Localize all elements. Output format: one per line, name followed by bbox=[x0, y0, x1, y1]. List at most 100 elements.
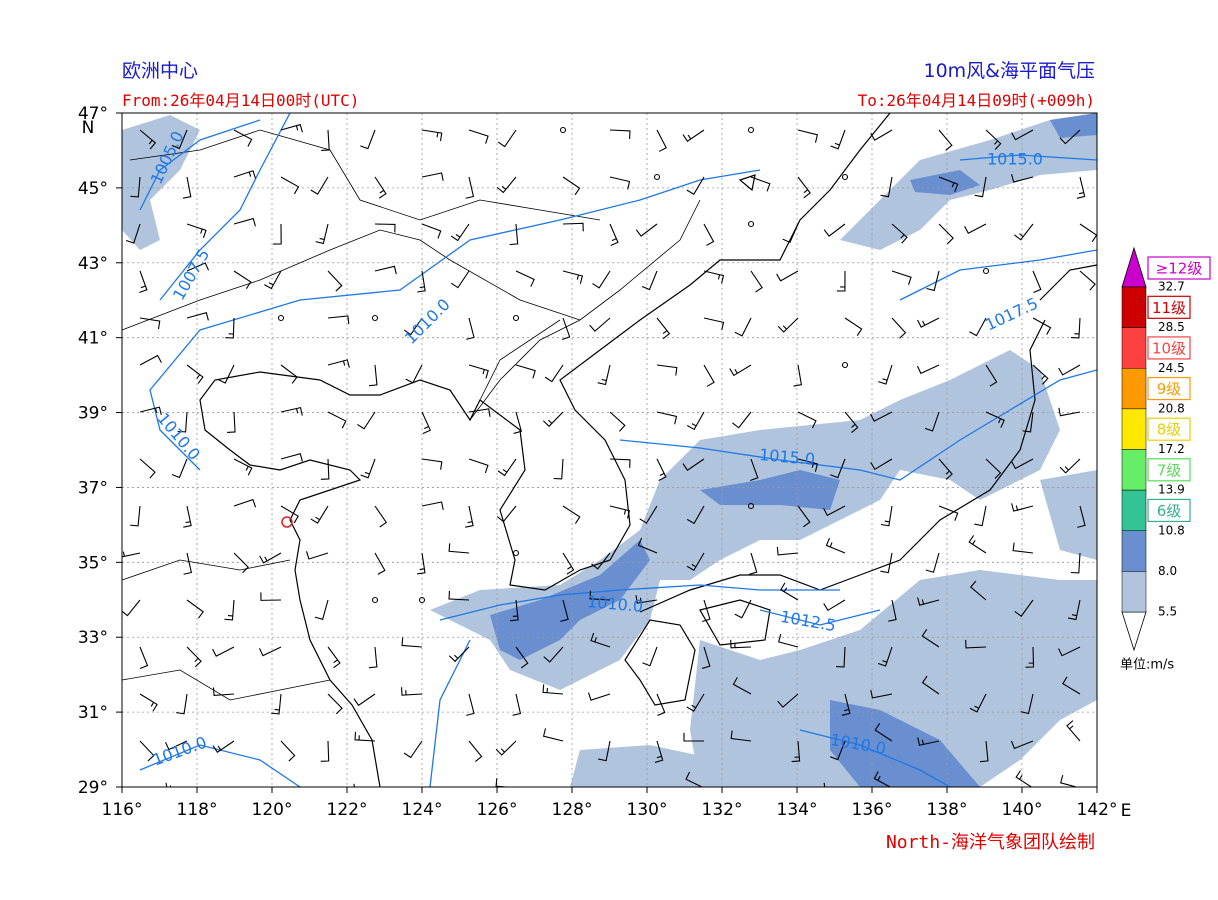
wind-barb bbox=[985, 129, 1002, 150]
wind-barb bbox=[609, 458, 631, 468]
wind-barb bbox=[734, 317, 752, 337]
wind-barb bbox=[880, 176, 893, 198]
wind-barb bbox=[880, 505, 893, 527]
wind-barb bbox=[1079, 270, 1096, 291]
wind-barb bbox=[830, 129, 846, 150]
wind-barb bbox=[877, 646, 893, 667]
wind-barb bbox=[974, 505, 987, 527]
wind-barb bbox=[703, 270, 725, 284]
wind-barb bbox=[562, 176, 581, 196]
wind-barb bbox=[1032, 317, 1052, 335]
wind-barb bbox=[139, 317, 161, 330]
colorbar-tick: 5.5 bbox=[1158, 605, 1177, 619]
wind-barb bbox=[682, 458, 705, 471]
contour-label: 1010.0 bbox=[586, 592, 643, 616]
wind-barb bbox=[703, 317, 725, 331]
wind-barb bbox=[315, 223, 329, 245]
wind-barb bbox=[732, 411, 752, 429]
wind-barb bbox=[1058, 646, 1081, 657]
colorbar-segment bbox=[1121, 368, 1147, 410]
wind-barb bbox=[701, 646, 711, 669]
colorbar-segment bbox=[1121, 408, 1147, 450]
wind-barb bbox=[748, 552, 758, 575]
wind-barb bbox=[374, 265, 397, 275]
wind-barb bbox=[468, 458, 489, 474]
left-title: 欧洲中心 bbox=[122, 60, 198, 82]
wind-barb bbox=[777, 693, 799, 708]
wind-barb bbox=[139, 646, 149, 670]
wind-barb bbox=[353, 693, 376, 707]
wind-barb bbox=[468, 408, 491, 417]
wind-barb bbox=[1015, 770, 1033, 787]
wind-barb bbox=[917, 317, 940, 328]
wind-barb bbox=[421, 129, 443, 142]
wind-barb bbox=[609, 176, 631, 190]
wind-barb bbox=[734, 599, 752, 619]
wind-barb bbox=[1022, 411, 1034, 433]
lat-label: 45° bbox=[78, 179, 108, 199]
wind-barb bbox=[233, 458, 253, 476]
wind-barb bbox=[171, 129, 188, 150]
wind-barb bbox=[732, 677, 752, 695]
wind-barb bbox=[139, 740, 155, 762]
wind-barb bbox=[880, 552, 893, 574]
wind-barb bbox=[686, 411, 705, 431]
wind-barb bbox=[609, 129, 631, 139]
wind-barb bbox=[259, 646, 282, 657]
wind-barb bbox=[403, 317, 423, 336]
wind-barb bbox=[513, 411, 523, 434]
wind-barb bbox=[985, 364, 998, 387]
wind-barb bbox=[776, 546, 799, 556]
wind-barb bbox=[560, 599, 569, 622]
wind-barb bbox=[186, 262, 210, 272]
lon-unit: E bbox=[1121, 801, 1132, 821]
calm-wind bbox=[512, 314, 520, 322]
wind-barb bbox=[497, 129, 517, 148]
level-label: 6级 bbox=[1157, 502, 1182, 520]
calm-wind bbox=[841, 173, 849, 181]
lat-label: 33° bbox=[78, 628, 108, 648]
wind-barb bbox=[730, 730, 752, 742]
wind-shading bbox=[122, 113, 1097, 787]
wind-barb bbox=[260, 592, 282, 601]
wind-barb bbox=[1058, 364, 1081, 376]
lon-label: 126° bbox=[477, 800, 518, 820]
wind-barb bbox=[609, 505, 631, 519]
wind-barb bbox=[421, 411, 432, 435]
wind-barb bbox=[891, 270, 912, 285]
lat-label: 47° bbox=[78, 104, 108, 124]
wind-barb bbox=[1077, 505, 1086, 528]
colorbar-tick: 20.8 bbox=[1158, 401, 1185, 415]
wind-barb bbox=[183, 552, 193, 575]
wind-barb bbox=[791, 740, 801, 763]
wind-barb bbox=[360, 458, 376, 479]
wind-barb bbox=[683, 732, 705, 742]
wind-barb bbox=[844, 411, 859, 433]
wind-barb bbox=[509, 223, 519, 246]
wind-barb bbox=[730, 639, 752, 649]
wind-barb bbox=[938, 223, 954, 245]
wind-barb bbox=[1025, 646, 1035, 668]
level-box bbox=[1147, 498, 1191, 523]
lon-label: 128° bbox=[552, 800, 593, 820]
wind-barb bbox=[374, 505, 388, 528]
wind-barb bbox=[793, 364, 803, 387]
level-box bbox=[1147, 295, 1191, 319]
wind-barb bbox=[1067, 599, 1081, 621]
calm-wind bbox=[559, 126, 567, 134]
from-time: From:26年04月14日00时(UTC) bbox=[122, 91, 359, 110]
wind-barb bbox=[870, 129, 893, 141]
wind-barb bbox=[327, 315, 350, 324]
wind-barb bbox=[682, 129, 705, 142]
wind-barb bbox=[750, 458, 759, 482]
wind-barb bbox=[171, 458, 188, 479]
wind-barb bbox=[354, 731, 376, 742]
lat-label: 29° bbox=[78, 778, 108, 798]
wind-barb bbox=[598, 740, 611, 762]
lon-label: 118° bbox=[177, 800, 218, 820]
wind-barb bbox=[139, 129, 157, 150]
wind-barb bbox=[468, 129, 489, 144]
wind-barb bbox=[830, 458, 846, 479]
wind-barb bbox=[780, 582, 799, 601]
wind-barb bbox=[182, 176, 192, 199]
